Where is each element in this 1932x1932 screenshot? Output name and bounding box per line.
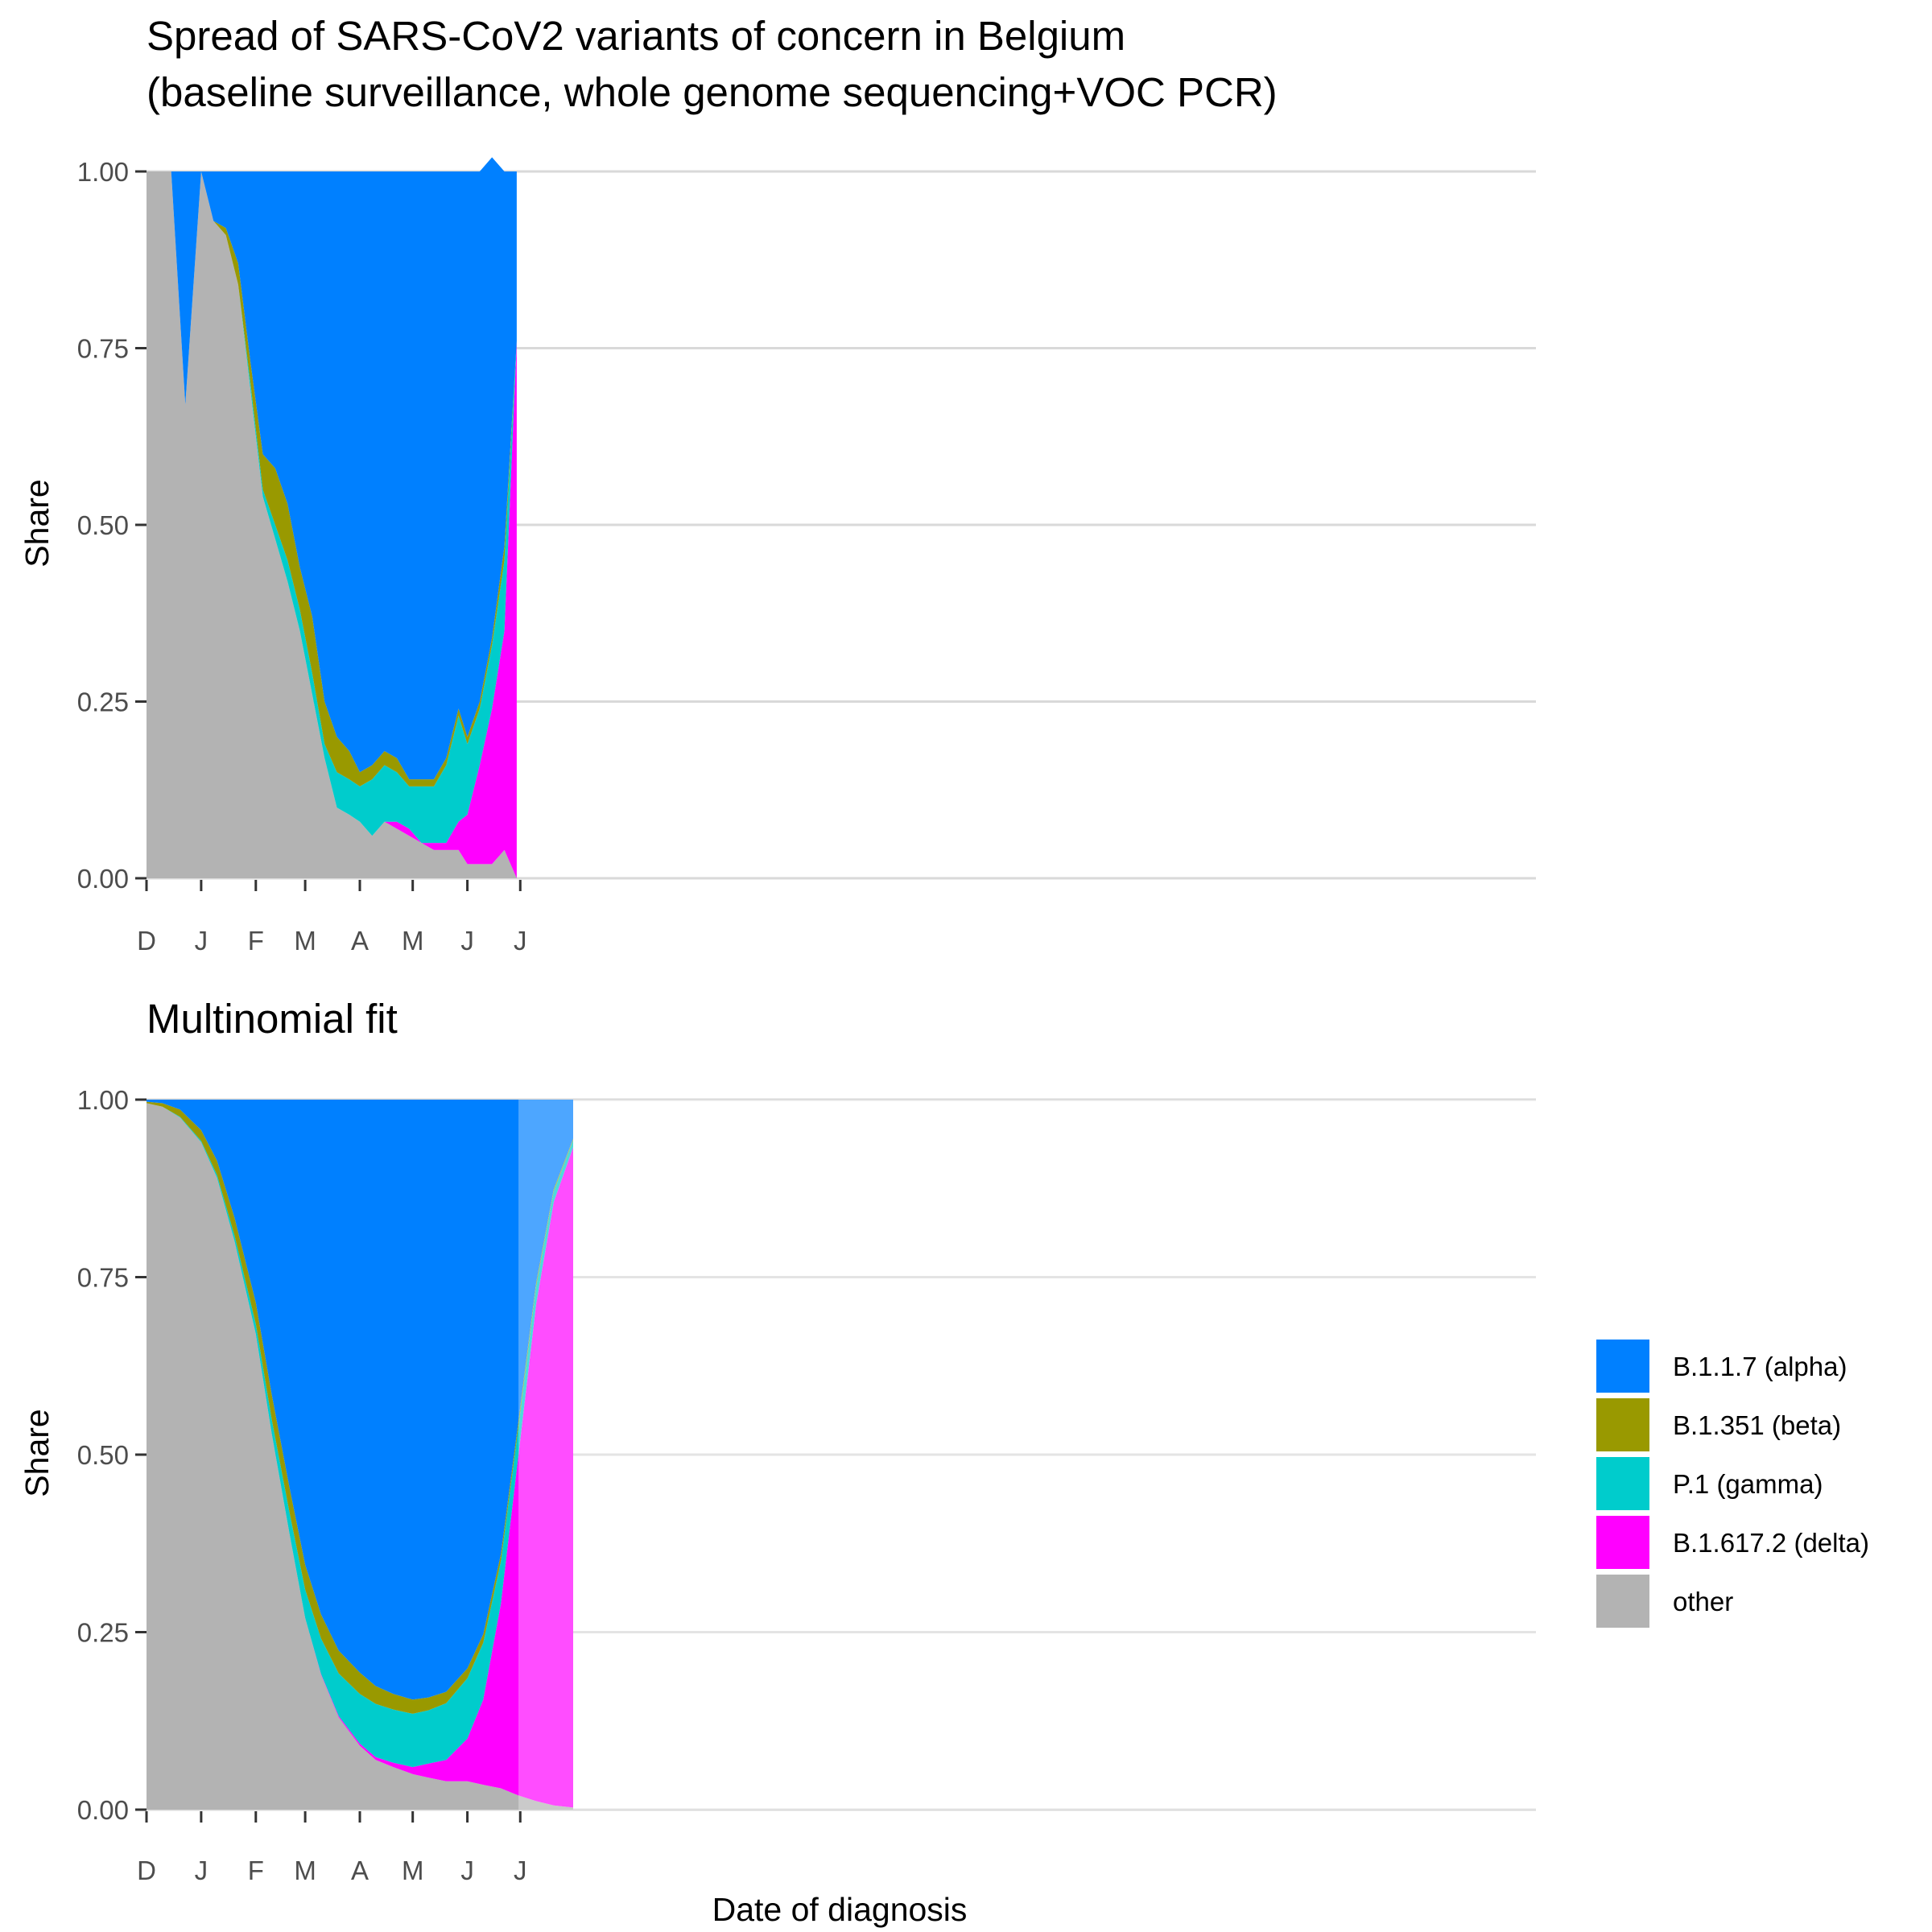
panel1-subtitle: (baseline surveillance, whole genome seq…	[147, 69, 1278, 115]
x-tick-label: M	[402, 926, 424, 956]
observed-share-panel: Spread of SARS-CoV2 variants of concern …	[19, 13, 1536, 956]
forecast-region-shade	[518, 1100, 1536, 1810]
area-b-1-617-2-delta	[147, 171, 517, 878]
x-tick-label: J	[195, 1856, 208, 1885]
area-b-1-1-7-alpha	[147, 1100, 573, 1700]
x-tick-label: M	[402, 1856, 424, 1885]
panel1-y-axis: 0.00 0.25 0.50 0.75 1.00	[77, 157, 147, 894]
legend-label-b-1-617-2-delta: B.1.617.2 (delta)	[1673, 1528, 1869, 1558]
y-tick-label: 0.00	[77, 864, 129, 894]
area-b-1-617-2-delta	[147, 1103, 573, 1808]
panel1-title: Spread of SARS-CoV2 variants of concern …	[147, 13, 1125, 59]
y-tick-label: 0.25	[77, 1618, 129, 1648]
x-tick-label: J	[460, 1856, 474, 1885]
area-b-1-1-7-alpha	[147, 157, 517, 780]
y-tick-label: 0.00	[77, 1795, 129, 1825]
x-tick-label: J	[514, 1856, 527, 1885]
x-tick-label: J	[195, 926, 208, 956]
panel2-title: Multinomial fit	[147, 996, 398, 1042]
panel2-stacked-areas	[147, 1100, 1536, 1810]
panel2-x-axis-title: Date of diagnosis	[712, 1891, 968, 1928]
panel1-y-axis-title: Share	[19, 479, 56, 567]
x-tick-label: J	[460, 926, 474, 956]
y-tick-label: 0.25	[77, 687, 129, 717]
y-tick-label: 0.75	[77, 334, 129, 364]
y-tick-label: 0.75	[77, 1263, 129, 1293]
x-tick-label: M	[294, 926, 316, 956]
multinomial-fit-panel: Multinomial fit 0.00 0.25 0.50 0.75 1.00 D J F…	[19, 996, 1536, 1928]
area-other	[147, 171, 517, 878]
panel2-y-axis-title: Share	[19, 1409, 56, 1496]
x-tick-label: F	[248, 1856, 264, 1885]
legend-key-other	[1596, 1575, 1649, 1628]
legend-label-b-1-351-beta: B.1.351 (beta)	[1673, 1410, 1841, 1440]
legend-key-b-1-351-beta	[1596, 1398, 1649, 1451]
x-tick-label: D	[137, 1856, 156, 1885]
y-tick-label: 0.50	[77, 510, 129, 540]
area-other	[147, 1103, 573, 1810]
y-tick-label: 0.50	[77, 1440, 129, 1470]
x-tick-label: M	[294, 1856, 316, 1885]
legend: B.1.1.7 (alpha) B.1.351 (beta) P.1 (gamma)…	[1596, 1340, 1869, 1628]
legend-label-b-1-1-7-alpha: B.1.1.7 (alpha)	[1673, 1352, 1847, 1381]
legend-key-b-1-617-2-delta	[1596, 1516, 1649, 1569]
x-tick-label: A	[351, 926, 369, 956]
x-tick-label: F	[248, 926, 264, 956]
legend-key-b-1-1-7-alpha	[1596, 1340, 1649, 1393]
panel2-y-axis: 0.00 0.25 0.50 0.75 1.00	[77, 1085, 147, 1825]
panel1-stacked-areas	[147, 157, 517, 878]
y-tick-label: 1.00	[77, 157, 129, 187]
legend-label-other: other	[1673, 1587, 1733, 1616]
x-tick-label: A	[351, 1856, 369, 1885]
legend-label-p-1-gamma: P.1 (gamma)	[1673, 1469, 1823, 1499]
x-tick-label: J	[514, 926, 527, 956]
legend-key-p-1-gamma	[1596, 1457, 1649, 1510]
x-tick-label: D	[137, 926, 156, 956]
y-tick-label: 1.00	[77, 1085, 129, 1115]
